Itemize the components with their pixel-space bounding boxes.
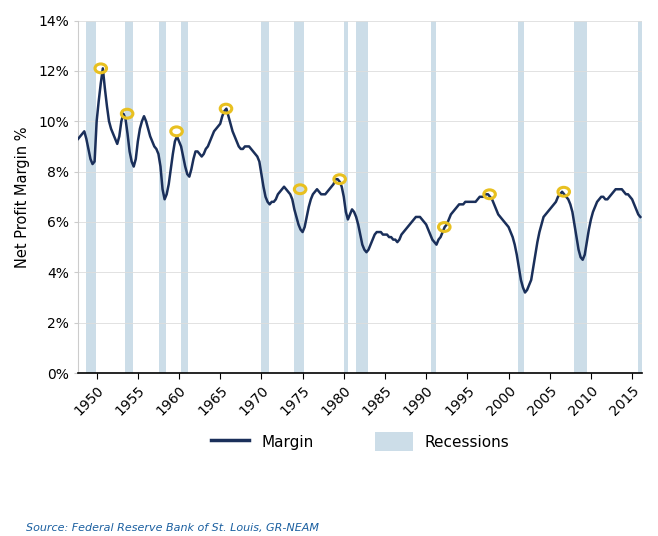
Bar	[261, 20, 269, 373]
Bar	[293, 20, 304, 373]
Y-axis label: Net Profit Margin %: Net Profit Margin %	[15, 126, 30, 267]
Bar	[181, 20, 188, 373]
Bar	[126, 20, 133, 373]
Bar	[159, 20, 166, 373]
Bar	[356, 20, 368, 373]
Bar	[574, 20, 587, 373]
Legend: Margin, Recessions: Margin, Recessions	[205, 426, 516, 457]
Text: Source: Federal Reserve Bank of St. Louis, GR-NEAM: Source: Federal Reserve Bank of St. Loui…	[26, 523, 319, 533]
Bar	[343, 20, 348, 373]
Bar	[86, 20, 96, 373]
Bar	[431, 20, 436, 373]
Bar	[638, 20, 642, 373]
Bar	[519, 20, 524, 373]
